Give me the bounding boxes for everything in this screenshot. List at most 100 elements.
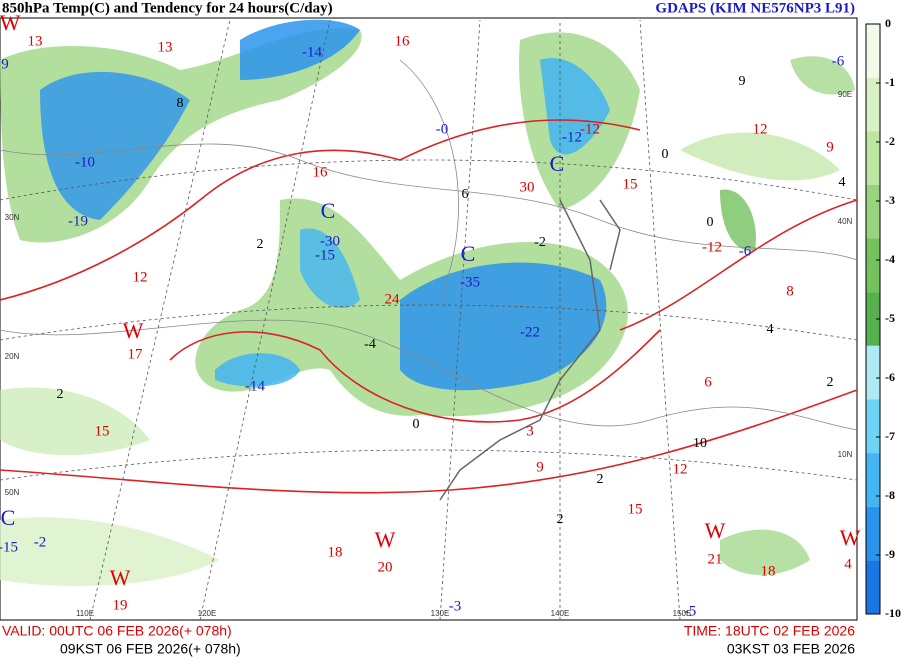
warm-centers: W — [123, 318, 144, 343]
black-labels: -4 — [364, 337, 376, 352]
blue-labels: -15 — [315, 247, 335, 263]
model-name: GDAPS (KIM NE576NP3 L91) — [655, 0, 855, 16]
red-labels: 15 — [623, 176, 638, 192]
red-labels: 30 — [520, 179, 535, 195]
black-labels: 2 — [557, 512, 564, 527]
grid-labels: 20N — [5, 352, 20, 361]
red-labels: 19 — [113, 597, 128, 613]
blue-labels: -14 — [245, 378, 265, 394]
red-labels: 13 — [158, 39, 173, 55]
grid-labels: 50N — [5, 488, 20, 497]
colorbar-swatch — [866, 184, 880, 239]
red-labels: 9 — [536, 459, 544, 475]
warm-centers: W — [375, 527, 396, 552]
colorbar-swatch — [866, 292, 880, 346]
red-labels: 16 — [395, 33, 411, 49]
warm-centers: W — [840, 525, 861, 550]
red-labels: 8 — [786, 283, 794, 299]
red-labels: 12 — [673, 461, 688, 477]
grid-labels: 40N — [838, 217, 853, 226]
grid-labels: 130E — [431, 609, 450, 618]
blue-labels: -35 — [460, 274, 480, 290]
black-labels: 0 — [413, 417, 420, 432]
blue-labels: -14 — [302, 44, 322, 60]
red-labels: 18 — [328, 544, 343, 560]
black-labels: 0 — [707, 215, 714, 230]
red-labels: 15 — [95, 423, 110, 439]
init-kst: 03KST 03 FEB 2026 — [727, 641, 855, 657]
valid-utc: VALID: 00UTC 06 FEB 2026(+ 078h) — [2, 623, 232, 639]
red-labels: -12 — [702, 239, 722, 255]
blue-labels: -6 — [832, 53, 845, 69]
colorbar-label: -2 — [885, 134, 895, 148]
colorbar-swatch — [866, 560, 880, 614]
colorbar-label: -3 — [885, 193, 895, 207]
grid-labels: 120E — [198, 609, 217, 618]
blue-labels: -5 — [684, 603, 697, 619]
warm-centers: W — [705, 518, 726, 543]
colorbar-swatch — [866, 345, 880, 400]
black-labels: 8 — [177, 96, 184, 111]
init-utc: TIME: 18UTC 02 FEB 2026 — [684, 623, 855, 639]
colorbar-label: -4 — [885, 252, 895, 266]
blue-labels: -6 — [739, 243, 752, 259]
warm-centers: W — [110, 565, 131, 590]
black-labels: 4 — [839, 175, 846, 190]
colorbar-label: -5 — [885, 311, 895, 325]
colorbar-swatch — [866, 506, 880, 561]
colorbar-swatch — [866, 453, 880, 507]
colorbar-label: -1 — [885, 75, 895, 89]
colorbar: 0 -1 -2 -3 -4 -5 -6 -7 -8 -9 -10 — [865, 16, 901, 620]
red-labels: 6 — [704, 374, 712, 390]
red-labels: -12 — [580, 121, 600, 137]
red-labels: 9 — [826, 139, 834, 155]
black-labels: 2 — [597, 472, 604, 487]
cold-centers: C — [1, 505, 16, 530]
blue-labels: -10 — [75, 154, 95, 170]
colorbar-label: -9 — [885, 547, 895, 561]
red-labels: 15 — [628, 501, 643, 517]
colorbar-swatch — [866, 77, 880, 132]
blue-labels: -22 — [520, 324, 540, 340]
map-layer — [0, 19, 858, 621]
black-labels: 2 — [57, 387, 64, 402]
colorbar-swatch — [866, 24, 880, 78]
blue-labels: -3 — [449, 598, 462, 614]
grid-labels: 30N — [5, 213, 20, 222]
red-labels: 4 — [844, 556, 852, 572]
blue-labels: -30 — [320, 233, 340, 249]
black-labels: 2 — [827, 375, 834, 390]
blue-labels: -15 — [0, 539, 18, 555]
blue-labels: -0 — [436, 121, 449, 137]
red-labels: 18 — [761, 563, 776, 579]
red-labels: 12 — [133, 269, 148, 285]
grid-labels: 10N — [838, 450, 853, 459]
black-labels: 4 — [767, 322, 774, 337]
black-labels: 10 — [693, 436, 707, 451]
cold-centers: C — [321, 198, 336, 223]
colorbar-label: -10 — [885, 606, 901, 620]
blue-labels: 9 — [1, 56, 9, 72]
colorbar-label: -8 — [885, 488, 895, 502]
valid-kst: 09KST 06 FEB 2026(+ 078h) — [60, 641, 241, 657]
red-labels: 12 — [753, 121, 768, 137]
grid-labels: 140E — [551, 609, 570, 618]
cold-centers: C — [550, 151, 565, 176]
grid-labels: 90E — [838, 90, 852, 99]
colorbar-swatch — [866, 131, 880, 185]
red-labels: 3 — [526, 423, 534, 439]
red-labels: 13 — [28, 33, 43, 49]
colorbar-swatch — [866, 399, 880, 454]
black-labels: 2 — [257, 237, 264, 252]
map-title: 850hPa Temp(C) and Tendency for 24 hours… — [2, 0, 333, 16]
black-labels: 0 — [662, 147, 669, 162]
red-labels: 24 — [385, 291, 401, 307]
red-labels: 17 — [128, 346, 144, 362]
red-labels: 16 — [313, 164, 329, 180]
warm-centers: W — [0, 10, 21, 35]
blue-labels: -12 — [562, 129, 582, 145]
red-labels: 20 — [378, 559, 393, 575]
red-labels: 21 — [708, 551, 723, 567]
